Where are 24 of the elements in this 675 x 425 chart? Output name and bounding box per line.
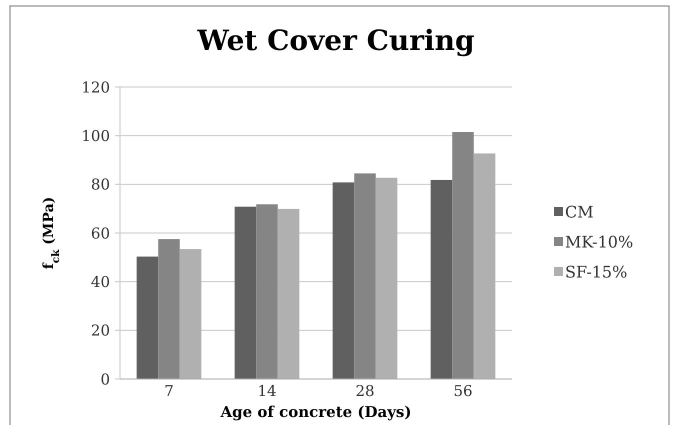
bar (136, 256, 158, 379)
y-tick-label: 100 (81, 126, 110, 145)
y-tick-label: 80 (90, 176, 110, 194)
y-tick-label: 60 (90, 224, 110, 242)
bar (158, 239, 180, 379)
x-axis-title: Age of concrete (Days) (220, 403, 412, 421)
y-tick-label: 40 (90, 272, 110, 291)
bar (452, 132, 474, 379)
bar (430, 180, 452, 379)
y-tick-label: 20 (90, 322, 110, 340)
y-tick-label: 0 (100, 370, 110, 388)
legend-label: CM (565, 202, 594, 222)
chart-title: Wet Cover Curing (196, 24, 475, 57)
x-tick-label: 28 (355, 382, 375, 400)
bar (354, 173, 376, 379)
legend-label: SF-15% (565, 262, 628, 282)
x-tick-label: 7 (164, 382, 174, 400)
x-tick-label: 14 (257, 382, 277, 400)
legend-label: MK-10% (565, 232, 634, 252)
bar (256, 204, 278, 379)
x-tick-label: 56 (453, 382, 473, 400)
y-tick-label: 120 (81, 78, 110, 96)
bar (332, 182, 354, 379)
bar (234, 206, 256, 379)
